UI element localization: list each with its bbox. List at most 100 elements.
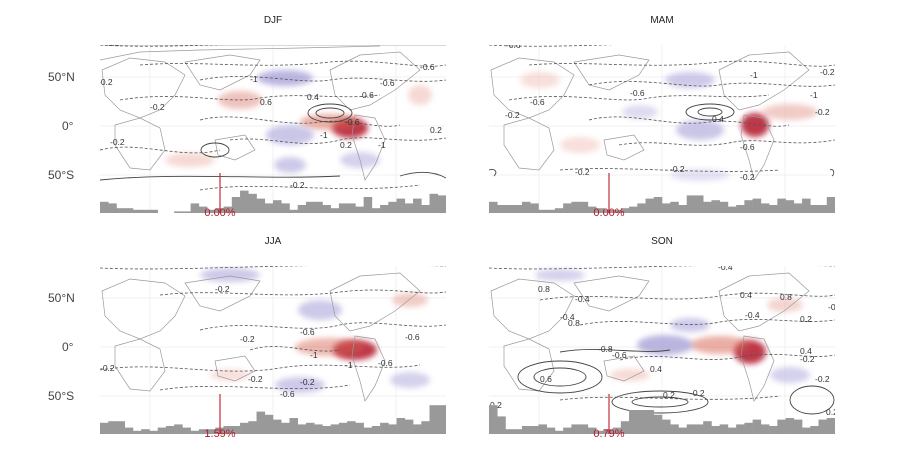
histogram-bar — [711, 200, 720, 213]
contour-label: -0.2 — [800, 354, 815, 364]
contour-label: -0.2 — [670, 164, 685, 174]
histogram-bar — [538, 424, 547, 434]
histogram-bar — [826, 197, 835, 213]
contour-label: -0.2 — [815, 107, 830, 117]
histogram-bar — [810, 205, 819, 213]
histogram-bar — [207, 209, 216, 213]
panel-title: DJF — [264, 15, 282, 26]
histogram-bar — [314, 424, 323, 434]
contour-label: 0.6 — [362, 90, 374, 100]
histogram — [100, 405, 446, 434]
contours — [489, 266, 835, 401]
histogram-bar — [413, 424, 422, 434]
histogram-bar — [396, 418, 406, 434]
contour-label: -0.4 — [828, 302, 843, 312]
histogram-bar — [587, 206, 597, 213]
contour-label: -0.2 — [575, 167, 590, 177]
exceedance-percentage: 0.79% — [593, 428, 624, 440]
contour-label: -0.6 — [378, 358, 393, 368]
histogram-bar — [322, 426, 331, 434]
histogram-bar — [396, 198, 406, 213]
histogram-bar — [489, 201, 498, 213]
exceedance-percentage: 0.00% — [204, 207, 235, 219]
panel-mam: MAM — [489, 15, 835, 219]
histogram-bar — [563, 427, 572, 434]
contour-label: -0.4 — [718, 262, 733, 272]
histogram-bar — [612, 427, 622, 434]
histogram-bar — [108, 421, 117, 434]
histogram-bar — [571, 424, 580, 434]
solid-contours — [489, 103, 835, 177]
latitude-axis-top: 50°N 0° 50°S — [48, 70, 75, 182]
map-area: -0.6 -1 -0.6 -0.6 -0.2 -1 -0.2 0.4 -0.6 -0.2 -0.2 -… — [489, 45, 835, 213]
contours — [100, 266, 446, 391]
histogram-bar — [802, 198, 811, 213]
histogram-bar — [744, 200, 753, 213]
anomaly-shading — [535, 269, 810, 383]
contour-label: 0.2 — [340, 140, 352, 150]
histogram-bar — [719, 424, 729, 434]
histogram-bar — [380, 205, 389, 213]
contour-label: -0.6 — [280, 389, 295, 399]
histogram-bar — [132, 209, 142, 213]
histogram-bar — [596, 430, 605, 434]
histogram-bar — [530, 426, 539, 434]
exceedance-percentage: 0.00% — [593, 207, 624, 219]
contour-label: 0.4 — [800, 346, 812, 356]
histogram-bar — [198, 206, 208, 213]
histogram-bar — [686, 195, 696, 213]
contour-label: -0.4 — [745, 310, 760, 320]
histogram-bar — [546, 427, 556, 434]
histogram-bar — [347, 421, 356, 434]
histogram-bar — [363, 427, 373, 434]
histogram-bar — [752, 419, 762, 434]
contours — [489, 45, 835, 172]
latitude-axis-bottom: 50°N 0° 50°S — [48, 291, 75, 403]
histogram-bar — [752, 198, 762, 213]
solid-contours — [517, 348, 835, 415]
contour-label: -0.6 — [612, 350, 627, 360]
contour-label: -1 — [310, 350, 318, 360]
histogram-bar — [554, 430, 564, 434]
histogram-bar — [513, 205, 523, 213]
histogram-bar — [371, 426, 381, 434]
lat-label-eq: 0° — [62, 119, 74, 133]
histogram-bar — [505, 429, 515, 434]
histogram-bar — [182, 427, 191, 434]
lat-label-50s: 50°S — [48, 389, 74, 403]
contour-label: -0.6 — [420, 62, 435, 72]
histogram-bar — [736, 205, 745, 213]
histogram-bar — [802, 427, 811, 434]
histogram-bar — [497, 205, 506, 213]
histogram-bar — [587, 427, 597, 434]
histogram-bar — [297, 205, 307, 213]
contour-label: -0.6 — [105, 38, 120, 48]
histogram-bar — [380, 422, 389, 434]
histogram-bar — [289, 209, 299, 213]
histogram-bar — [273, 200, 282, 213]
histogram-bar — [388, 424, 397, 434]
histogram-bar — [521, 201, 531, 213]
contour-label: -0.6 — [530, 97, 545, 107]
map-area: -0.2 -1 -0.6 -0.2 -0.2 -0.2 -0.6 -0.2 -0.6 -1 -0.6 — [100, 266, 446, 434]
histogram-bar — [273, 419, 282, 434]
contour-label: 0.4 — [307, 92, 319, 102]
contour-label: 0.2 — [826, 407, 838, 417]
contour-label: -0.2 — [100, 363, 115, 373]
coastlines — [101, 272, 421, 402]
histogram-bar — [330, 208, 340, 213]
histogram-bar — [554, 208, 564, 213]
histogram-bar — [670, 201, 679, 213]
histogram-bar — [620, 208, 630, 213]
contour-label: 0.2 — [430, 125, 442, 135]
lat-label-50s: 50°S — [48, 168, 74, 182]
histogram-bar — [322, 205, 331, 213]
histogram-bar — [141, 209, 150, 213]
histogram-bar — [182, 211, 191, 213]
histogram-bar — [149, 209, 158, 213]
contour-label: -1 — [345, 360, 353, 370]
contour-label: 0.8 — [780, 292, 792, 302]
histogram-bar — [100, 201, 109, 213]
histogram-bar — [818, 205, 828, 213]
histogram-bar — [760, 203, 770, 213]
